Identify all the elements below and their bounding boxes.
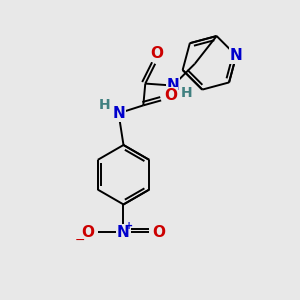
Text: H: H (99, 98, 110, 112)
Text: O: O (81, 225, 94, 240)
Text: N: N (112, 106, 125, 121)
Text: −: − (75, 234, 85, 247)
Text: O: O (165, 88, 178, 103)
Text: N: N (117, 225, 130, 240)
Text: +: + (125, 221, 134, 231)
Text: N: N (167, 78, 179, 93)
Text: H: H (181, 86, 193, 100)
Text: O: O (151, 46, 164, 62)
Text: O: O (153, 225, 166, 240)
Text: N: N (230, 48, 243, 63)
